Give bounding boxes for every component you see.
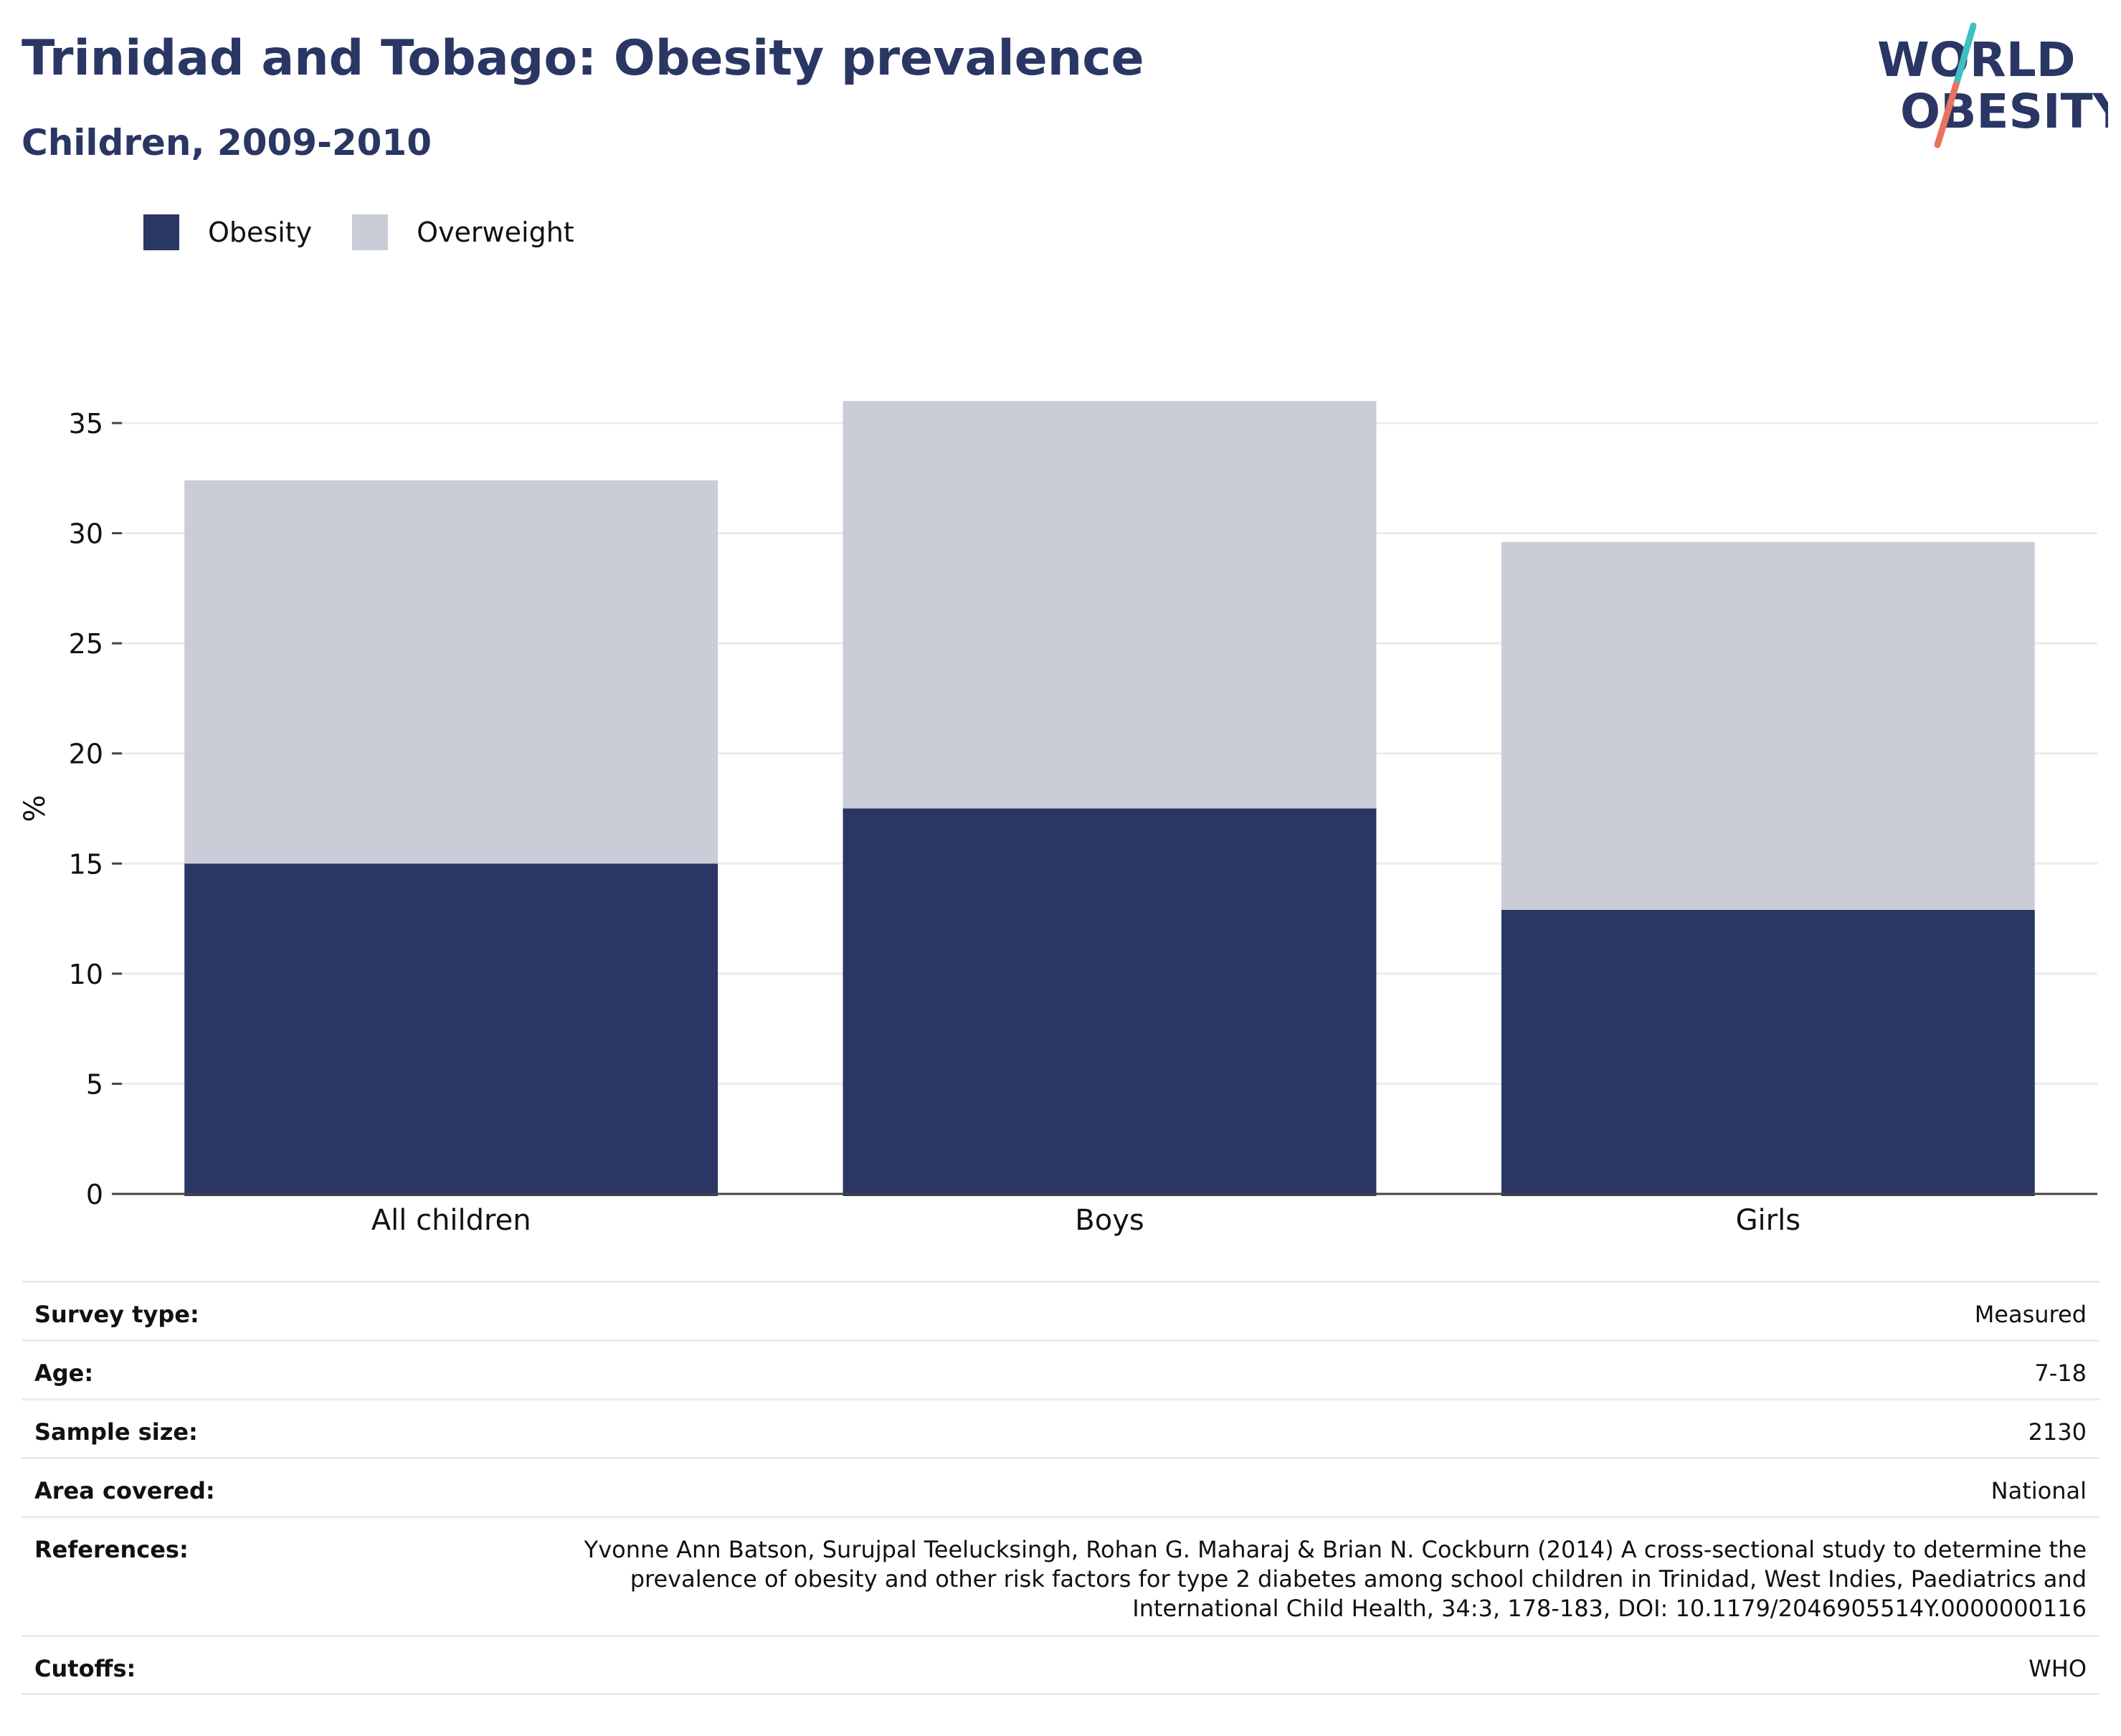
- meta-label: Sample size:: [34, 1418, 198, 1446]
- meta-row: Age: 7-18: [22, 1339, 2099, 1398]
- y-ticks: 0 5 10 15 20 25 30 35: [69, 408, 122, 1210]
- bar-overweight-all-children: [184, 480, 718, 864]
- y-axis-label: %: [19, 795, 52, 822]
- x-ticks: All children Boys Girls: [371, 1204, 1800, 1237]
- meta-value: 7-18: [2034, 1360, 2087, 1387]
- chart-title: Trinidad and Tobago: Obesity prevalence: [22, 30, 1144, 87]
- bar-obesity-boys: [843, 808, 1377, 1196]
- legend-item-overweight[interactable]: Overweight: [352, 214, 574, 250]
- x-tick-label: All children: [371, 1204, 531, 1237]
- logo-text-obesity: OBESITY: [1900, 84, 2108, 139]
- meta-value: WHO: [2029, 1655, 2087, 1682]
- meta-row: Survey type: Measured: [22, 1281, 2099, 1339]
- bar-overweight-girls: [1501, 541, 2035, 910]
- meta-value: National: [1990, 1477, 2087, 1504]
- chart-subtitle: Children, 2009-2010: [22, 122, 432, 163]
- x-tick-label: Girls: [1736, 1204, 1801, 1237]
- y-tick-label: 0: [86, 1179, 103, 1210]
- meta-value: Yvonne Ann Batson, Surujpal Teelucksingh…: [584, 1536, 2087, 1622]
- y-tick-label: 20: [69, 739, 103, 770]
- stacked-bar-chart: 0 5 10 15 20 25 30 35 All children Boys Girls %: [19, 401, 2097, 1237]
- legend-swatch-obesity: [143, 214, 179, 250]
- meta-row: Area covered: National: [22, 1457, 2099, 1516]
- bar-obesity-girls: [1501, 909, 2035, 1196]
- meta-value: Measured: [1974, 1301, 2087, 1328]
- legend-label-obesity: Obesity: [208, 217, 313, 248]
- meta-label: References:: [34, 1536, 189, 1563]
- chart-legend: Obesity Overweight: [143, 212, 615, 252]
- y-tick-label: 30: [69, 518, 103, 550]
- bars: [184, 401, 2035, 1196]
- meta-row: References: Yvonne Ann Batson, Surujpal T…: [22, 1516, 2099, 1635]
- legend-swatch-overweight: [352, 214, 389, 250]
- y-tick-label: 10: [69, 959, 103, 990]
- meta-label: Survey type:: [34, 1301, 199, 1328]
- logo-text-world: WORLD: [1877, 32, 2076, 87]
- meta-row: Sample size: 2130: [22, 1398, 2099, 1457]
- legend-label-overweight: Overweight: [417, 217, 574, 248]
- y-tick-label: 25: [69, 628, 103, 660]
- meta-label: Area covered:: [34, 1477, 215, 1504]
- y-tick-label: 5: [86, 1068, 103, 1100]
- meta-label: Cutoffs:: [34, 1655, 136, 1682]
- y-tick-label: 15: [69, 848, 103, 880]
- world-obesity-logo: WORLD OBESITY: [1877, 22, 2108, 148]
- meta-row: Cutoffs: WHO: [22, 1635, 2099, 1695]
- legend-item-obesity[interactable]: Obesity: [143, 214, 312, 250]
- bar-overweight-boys: [843, 401, 1377, 809]
- survey-metadata-table: Survey type: Measured Age: 7-18 Sample size:…: [22, 1281, 2099, 1695]
- logo-slash-top: [1952, 22, 1977, 88]
- meta-value: 2130: [2028, 1418, 2087, 1446]
- logo-slash-bottom: [1934, 81, 1960, 148]
- x-tick-label: Boys: [1075, 1204, 1144, 1237]
- bar-obesity-all-children: [184, 863, 718, 1196]
- meta-label: Age:: [34, 1360, 94, 1387]
- y-tick-label: 35: [69, 408, 103, 440]
